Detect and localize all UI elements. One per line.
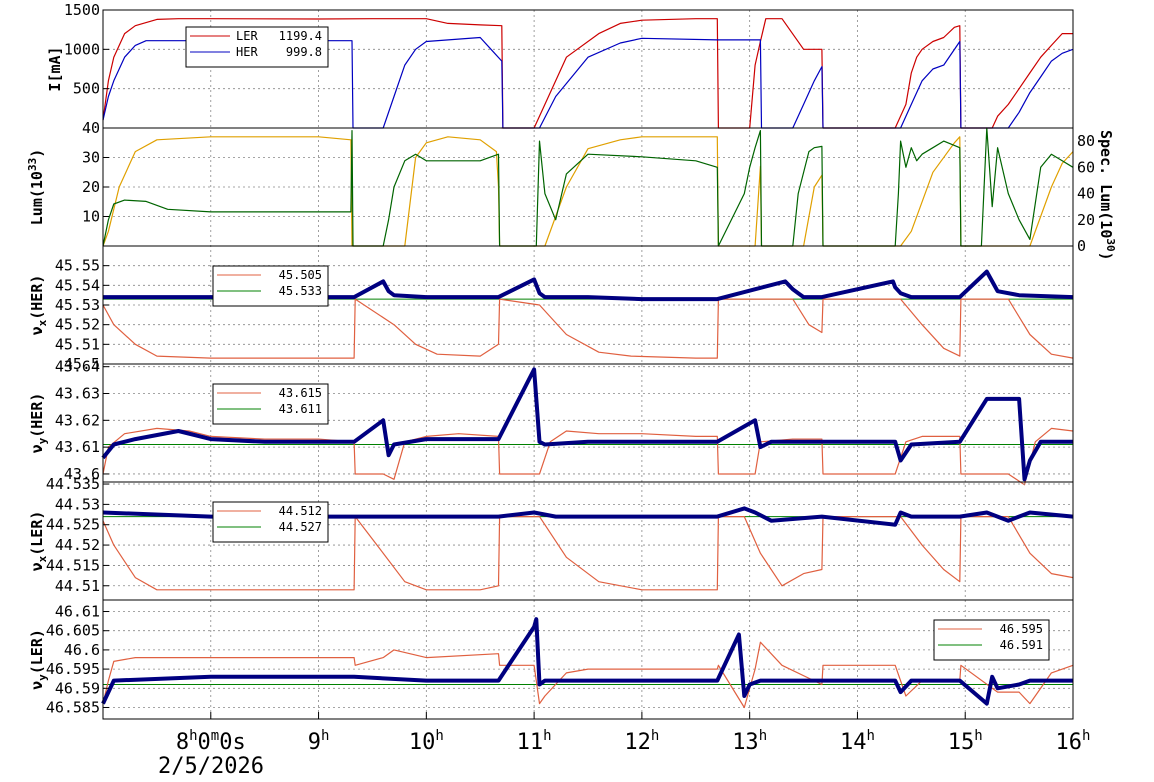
y-tick-label: 1000 bbox=[64, 40, 100, 58]
y-tick-label: 44.52 bbox=[55, 536, 100, 554]
y-axis-label: I[mA] bbox=[46, 46, 64, 91]
legend-value: 999.8 bbox=[286, 45, 322, 59]
x-tick-label: 12h bbox=[624, 728, 659, 755]
y-tick-label: 43.61 bbox=[55, 438, 100, 456]
y-tick-label: 45.54 bbox=[55, 276, 100, 294]
y-tick-label: 44.515 bbox=[46, 556, 100, 574]
y-tick-label: 10 bbox=[82, 208, 100, 226]
legend-box bbox=[185, 26, 329, 68]
y-tick-label: 46.59 bbox=[55, 679, 100, 697]
panel-1: 500 1000 1500 I[mA] LER 1199.4 HER 999.8 bbox=[46, 1, 1074, 129]
y-tick-label: 43.63 bbox=[55, 385, 100, 403]
y-tick-label: 44.51 bbox=[55, 577, 100, 595]
panel-2: 10 20 30 40 0 20 40 60 80 Spec. Lum(1030) Lum(1033… bbox=[26, 119, 1117, 261]
y-tick-label: 46.61 bbox=[55, 603, 100, 621]
y-tick-label: 43.64 bbox=[55, 358, 100, 376]
series-set bbox=[102, 427, 1074, 486]
right-tick-label: 40 bbox=[1077, 185, 1095, 203]
x-tick-label: 13h bbox=[732, 728, 767, 755]
y-axis-label: Lum(1033) bbox=[26, 149, 46, 225]
y-tick-label: 500 bbox=[73, 80, 100, 98]
y-tick-label: 20 bbox=[82, 178, 100, 196]
y-tick-label: 46.585 bbox=[46, 698, 100, 716]
y-tick-label: 44.525 bbox=[46, 516, 100, 534]
right-tick-label: 60 bbox=[1077, 158, 1095, 176]
date-label: 2/5/2026 bbox=[158, 754, 264, 779]
right-tick-label: 20 bbox=[1077, 211, 1095, 229]
legend-box bbox=[212, 383, 329, 425]
series-measured bbox=[103, 269, 1074, 302]
y-axis-label: νx(HER) bbox=[28, 275, 49, 336]
right-tick-label: 0 bbox=[1077, 237, 1086, 255]
y-tick-label: 45.51 bbox=[55, 335, 100, 353]
y-tick-label: 30 bbox=[82, 149, 100, 167]
x-tick-label: 14h bbox=[840, 728, 875, 755]
series-measured bbox=[102, 506, 1074, 527]
legend-value: 46.595 bbox=[1000, 622, 1043, 636]
legend-value: 45.505 bbox=[279, 268, 322, 282]
legend-value: 44.512 bbox=[279, 504, 322, 518]
legend-value: 43.615 bbox=[279, 386, 322, 400]
x-tick-label: 10h bbox=[409, 728, 444, 755]
series-her bbox=[102, 36, 1074, 129]
y-tick-label: 45.52 bbox=[55, 316, 100, 334]
legend-value: 46.591 bbox=[1000, 638, 1043, 652]
panel-6: 46.58546.5946.59546.646.60546.61νy(LER)4… bbox=[28, 599, 1074, 720]
right-axis-label: Spec. Lum(1030) bbox=[1097, 130, 1117, 261]
panel-frame bbox=[102, 599, 1074, 720]
legend-name: LER bbox=[236, 29, 258, 43]
y-axis-label: νx(LER) bbox=[28, 511, 49, 572]
legend-value: 44.527 bbox=[279, 520, 322, 534]
y-tick-label: 43.62 bbox=[55, 411, 100, 429]
y-tick-label: 43.6 bbox=[64, 465, 100, 483]
x-tick-label: 15h bbox=[948, 728, 983, 755]
legend-box bbox=[212, 265, 329, 307]
series-luminosity bbox=[102, 136, 1074, 247]
y-tick-label: 40 bbox=[82, 119, 100, 137]
series-set bbox=[102, 515, 1074, 591]
x-tick-label: 8h0m0s bbox=[176, 728, 246, 755]
y-tick-label: 46.605 bbox=[46, 622, 100, 640]
legend-name: HER bbox=[236, 45, 258, 59]
series-set bbox=[102, 298, 1074, 359]
y-tick-label: 44.535 bbox=[46, 475, 100, 493]
legend-value: 1199.4 bbox=[279, 29, 322, 43]
panel-4: 43.6 43.61 43.62 43.63 43.64 νy(HER) 43.615 43.… bbox=[28, 358, 1074, 486]
legend-box bbox=[212, 501, 329, 543]
legend-value: 43.611 bbox=[279, 402, 322, 416]
x-tick-label: 9h bbox=[308, 728, 330, 755]
y-tick-label: 46.595 bbox=[46, 660, 100, 678]
y-axis-label: νy(LER) bbox=[28, 629, 49, 690]
y-tick-label: 45.55 bbox=[55, 257, 100, 275]
y-tick-label: 45.5 bbox=[64, 355, 100, 373]
y-tick-label: 44.53 bbox=[55, 495, 100, 513]
x-tick-label: 11h bbox=[517, 728, 552, 755]
series-measured bbox=[101, 617, 1073, 706]
legend-value: 45.533 bbox=[279, 284, 322, 298]
y-tick-label: 45.53 bbox=[55, 296, 100, 314]
legend-box bbox=[933, 619, 1050, 661]
y-axis-label: νy(HER) bbox=[28, 393, 49, 454]
y-tick-label: 46.6 bbox=[64, 641, 100, 659]
panel-5: 44.51 44.515 44.52 44.525 44.53 44.535 νx(LER)… bbox=[28, 475, 1074, 601]
right-tick-label: 80 bbox=[1077, 132, 1095, 150]
series-measured bbox=[101, 367, 1073, 482]
y-tick-label: 1500 bbox=[64, 1, 100, 19]
x-tick-label: 16h bbox=[1056, 728, 1091, 755]
